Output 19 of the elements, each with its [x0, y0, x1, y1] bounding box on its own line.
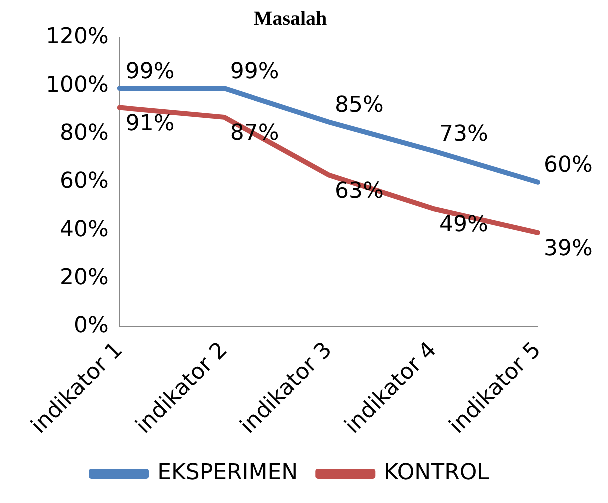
data-label: 91% [126, 112, 175, 137]
chart-title: Masalah [254, 8, 328, 30]
y-tick-label: 40% [60, 217, 109, 242]
y-tick-label: 100% [46, 72, 109, 98]
data-label: 63% [334, 178, 384, 204]
data-label: 39% [544, 236, 593, 262]
data-label: 73% [439, 122, 488, 147]
data-label: 60% [544, 153, 593, 178]
y-tick-label: 20% [60, 265, 109, 290]
data-label: 99% [230, 59, 280, 84]
y-tick-label: 60% [60, 169, 109, 194]
legend-label: KONTROL [384, 460, 490, 486]
data-label: 49% [439, 212, 488, 238]
data-label: 99% [126, 59, 175, 84]
legend-label: EKSPERIMEN [158, 460, 298, 486]
data-label: 85% [334, 92, 384, 118]
y-tick-label: 0% [74, 314, 109, 339]
y-tick-label: 120% [46, 24, 109, 50]
y-tick-label: 80% [60, 120, 109, 146]
